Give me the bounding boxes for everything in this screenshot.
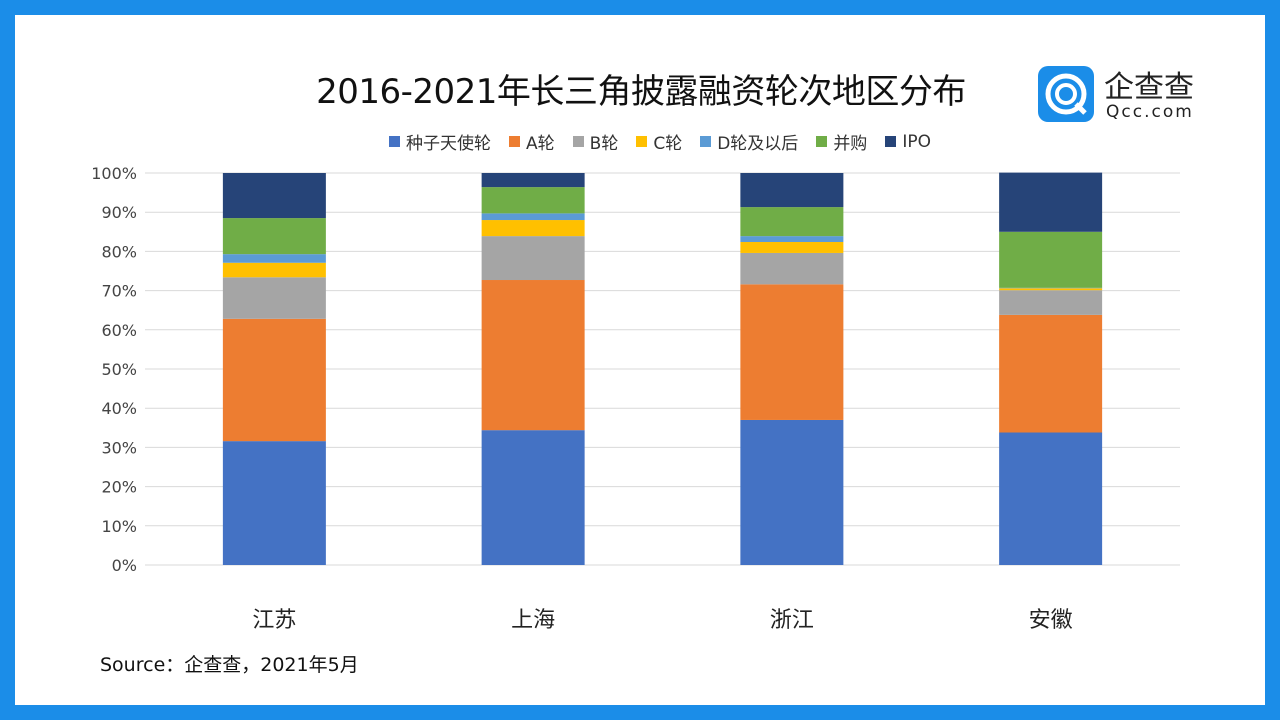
bar-segment-IPO [740, 173, 844, 208]
bar-segment-C轮 [999, 288, 1103, 291]
bar-segment-A轮 [740, 284, 844, 420]
legend-swatch [700, 136, 712, 147]
legend-label: C轮 [653, 134, 683, 154]
legend-item: 并购 [816, 129, 867, 154]
bar-segment-A轮 [999, 314, 1103, 433]
y-tick-label: 10% [101, 517, 137, 536]
legend-item: C轮 [636, 129, 682, 154]
bar-segment-B轮 [740, 252, 844, 285]
y-tick-label: 100% [91, 164, 137, 183]
y-tick-label: 90% [101, 203, 137, 222]
bar-segment-A轮 [481, 280, 585, 431]
legend-label: A轮 [526, 134, 555, 154]
bar-segment-种子天使轮 [222, 441, 326, 565]
y-tick-label: 0% [112, 556, 137, 575]
bar-segment-B轮 [999, 290, 1103, 315]
bar-segment-并购 [740, 207, 844, 237]
legend-label: B轮 [589, 134, 619, 154]
y-tick-label: 50% [101, 360, 137, 379]
bar-segment-种子天使轮 [481, 430, 585, 565]
bar-segment-种子天使轮 [999, 432, 1103, 565]
bar-segment-B轮 [222, 277, 326, 319]
bar-segment-D轮及以后 [481, 213, 585, 221]
bar-segment-A轮 [222, 318, 326, 442]
bar-segment-IPO [999, 172, 1103, 232]
bar-segment-并购 [481, 187, 585, 214]
legend-swatch [509, 136, 521, 147]
y-tick-label: 70% [101, 282, 137, 301]
legend-swatch [885, 136, 897, 147]
legend-label: 并购 [833, 134, 868, 154]
legend-item: D轮及以后 [700, 129, 798, 154]
legend-item: 种子天使轮 [389, 129, 491, 154]
legend-label: IPO [902, 131, 931, 152]
y-tick-label: 60% [101, 321, 137, 340]
bar-segment-D轮及以后 [740, 236, 844, 242]
legend-swatch [389, 136, 401, 147]
y-tick-label: 40% [101, 399, 137, 418]
logo-text-cn: 企查查 [1104, 70, 1194, 105]
qcc-logo-icon [1038, 66, 1094, 122]
y-tick-label: 20% [101, 478, 137, 497]
bar-segment-种子天使轮 [740, 419, 844, 565]
x-category-label: 江苏 [252, 608, 296, 633]
logo-text-en: Qcc.com [1106, 102, 1194, 122]
bar-segment-IPO [222, 173, 326, 219]
bar-segment-C轮 [740, 241, 844, 253]
legend-swatch [572, 136, 584, 147]
y-tick-label: 80% [101, 242, 137, 261]
legend-item: B轮 [572, 129, 619, 154]
bar-segment-D轮及以后 [222, 254, 326, 263]
bar-segment-C轮 [481, 220, 585, 237]
bar-segment-C轮 [222, 262, 326, 278]
bar-segment-并购 [222, 218, 326, 255]
x-category-label: 浙江 [770, 608, 814, 633]
legend-item: A轮 [509, 129, 555, 154]
bar-segment-B轮 [481, 236, 585, 281]
source-note: Source：企查查，2021年5月 [100, 654, 359, 676]
legend-item: IPO [885, 129, 931, 154]
y-tick-label: 30% [101, 438, 137, 457]
bar-segment-并购 [999, 231, 1103, 288]
bar-segment-IPO [481, 173, 585, 188]
legend-swatch [636, 136, 648, 147]
legend-swatch [816, 136, 828, 147]
legend-label: D轮及以后 [717, 134, 799, 154]
legend: 种子天使轮 A轮 B轮 C轮 D轮及以后 并购 IPO [0, 129, 1280, 154]
x-category-label: 上海 [511, 608, 555, 633]
x-category-label: 安徽 [1029, 608, 1073, 633]
legend-label: 种子天使轮 [406, 134, 492, 154]
chart-title: 2016-2021年长三角披露融资轮次地区分布 [316, 72, 966, 112]
